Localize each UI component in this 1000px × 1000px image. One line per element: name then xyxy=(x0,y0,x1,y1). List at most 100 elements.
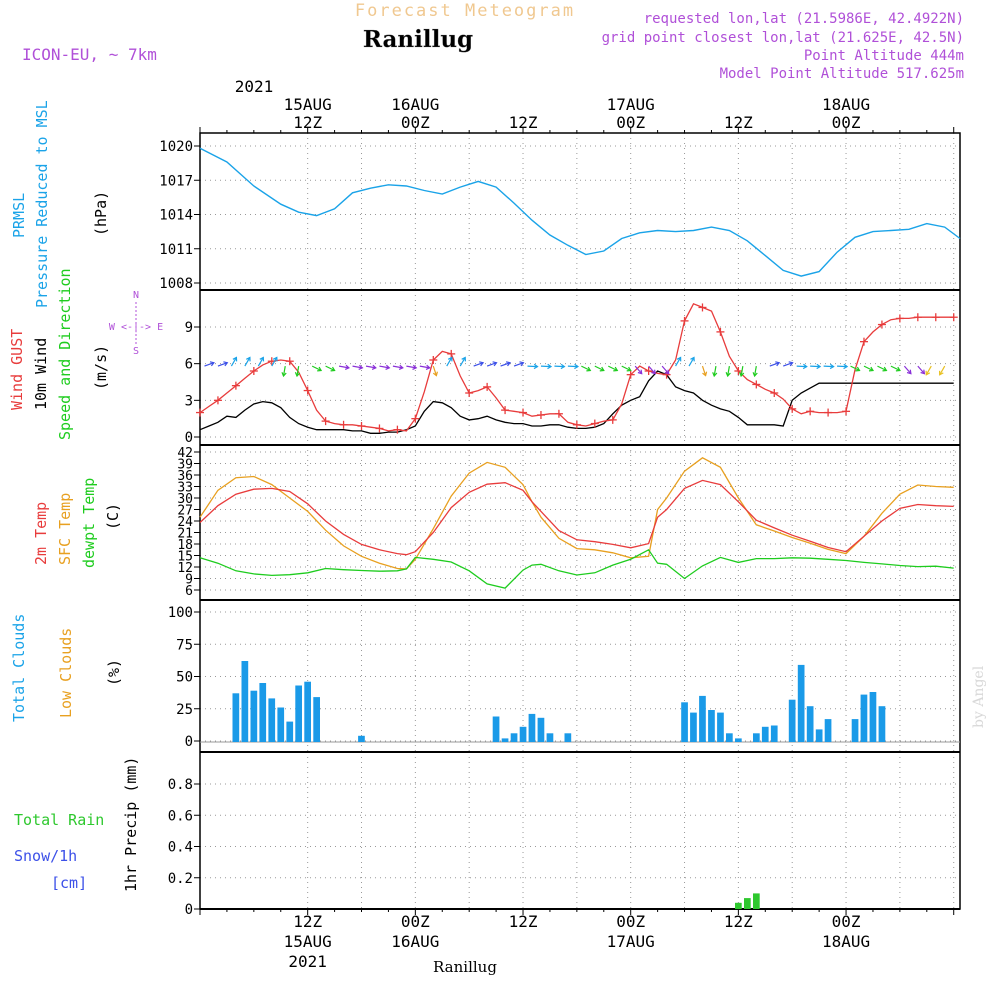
point-altitude: Point Altitude 444m xyxy=(804,48,964,64)
wind-direction-arrow xyxy=(338,365,350,369)
wind-arrow-head xyxy=(259,356,265,362)
cloud-bar xyxy=(537,717,545,742)
cloud-bar xyxy=(797,664,805,742)
wind-arrow-head xyxy=(802,363,808,370)
wind-arrow-head xyxy=(939,370,944,376)
wind-arrow-head xyxy=(479,361,485,367)
wind-arrow-head xyxy=(690,356,695,362)
x-tick-label-top: 12Z xyxy=(509,113,538,132)
dewpoint-line xyxy=(199,548,954,589)
wind-arrow-head xyxy=(725,372,731,378)
pressure-unit: (hPa) xyxy=(92,191,110,236)
y-tick-label: 0.4 xyxy=(168,840,193,856)
meteogram-title: Forecast Meteogram xyxy=(355,1,575,21)
wind-direction-arrow xyxy=(675,357,682,367)
x-tick-label-bottom: 15AUG xyxy=(284,932,332,951)
x-tick-label-top: 12Z xyxy=(293,113,322,132)
wind-direction-arrow xyxy=(925,365,932,376)
wind-arrow-head xyxy=(412,364,418,370)
y-tick-label: 1020 xyxy=(159,139,193,155)
wind-arrow-head xyxy=(868,366,875,372)
cloud-bar xyxy=(241,661,249,742)
wind-direction-arrow xyxy=(796,365,807,368)
wind-direction-arrow xyxy=(473,362,484,367)
wind-arrow-head xyxy=(739,372,745,378)
wind-direction-arrow xyxy=(753,366,757,377)
x-tick-label-bottom: 00Z xyxy=(616,912,645,931)
cloud-bar xyxy=(519,726,527,742)
wind-direction-arrow xyxy=(230,357,237,367)
y-tick-label: 18 xyxy=(177,538,193,553)
cloud-bar xyxy=(869,692,877,742)
wind-direction-arrow xyxy=(567,365,578,368)
wind-arrow-head xyxy=(775,361,781,367)
cloud-bar xyxy=(815,729,823,742)
cloud-bar xyxy=(699,695,706,742)
temp-label-2: SFC Temp xyxy=(56,493,74,565)
y-tick-label: 25 xyxy=(176,702,193,718)
wind-direction-arrow xyxy=(837,365,848,368)
wind-direction-arrow xyxy=(594,365,605,372)
footer-location: Ranillug xyxy=(433,958,497,976)
cloud-bar xyxy=(277,707,285,742)
wind-arrow-head xyxy=(702,371,708,377)
wind-arrow-head xyxy=(232,356,238,362)
wind-arrow-head xyxy=(843,363,849,370)
wind-arrow-head xyxy=(664,369,670,375)
wind-arrow-head xyxy=(586,366,592,372)
wind-arrow-head xyxy=(371,364,377,370)
wind-direction-arrow xyxy=(432,365,437,376)
cloud-bar xyxy=(824,719,832,742)
pressure-label-2: Pressure Reduced to MSL xyxy=(33,100,51,308)
cloud-bar xyxy=(286,721,294,742)
wind-direction-arrow xyxy=(217,362,228,367)
wind-arrow-head xyxy=(398,364,404,370)
wind-direction-arrow xyxy=(271,357,278,367)
cloud-bar xyxy=(681,702,688,742)
wind-direction-arrow xyxy=(204,362,215,367)
x-tick-label-bottom: 12Z xyxy=(509,912,538,931)
x-tick-label-top: 00Z xyxy=(616,113,645,132)
cloud-bar xyxy=(304,681,311,742)
cloud-bar xyxy=(510,733,518,742)
wind-direction-arrow xyxy=(727,366,730,377)
wind-direction-arrow xyxy=(446,357,453,367)
cloud-bar xyxy=(726,733,733,742)
y-tick-label: 0 xyxy=(185,902,193,918)
cloud-bar xyxy=(878,706,886,742)
cloud-bar xyxy=(806,706,814,742)
wind-arrow-head xyxy=(906,369,912,375)
wind-direction-arrow xyxy=(244,357,251,367)
credit-watermark: by Angel xyxy=(971,665,987,728)
y-tick-label: 30 xyxy=(177,492,193,507)
precip-unit: 1hr Precip (mm) xyxy=(122,757,140,892)
wind-arrow-head xyxy=(599,366,605,372)
wind-direction-arrow xyxy=(608,365,618,372)
wind-direction-arrow xyxy=(661,365,670,375)
wind-arrow-head xyxy=(637,369,643,375)
x-tick-label-bottom: 12Z xyxy=(293,912,322,931)
wind-direction-arrow xyxy=(939,365,946,376)
temp-label-3: dewpt Temp xyxy=(80,478,98,568)
temp-unit: (C) xyxy=(104,503,122,530)
y-tick-label: 39 xyxy=(177,458,193,473)
wind-arrow-head xyxy=(855,366,861,372)
year-label-top: 2021 xyxy=(235,77,274,96)
pressure-label-1: PRMSL xyxy=(10,193,28,238)
wind-arrow-head xyxy=(344,364,350,370)
wind-arrow-head xyxy=(281,372,287,378)
rain-bar xyxy=(735,902,742,910)
wind-label-2: 10m Wind xyxy=(32,338,50,410)
y-tick-label: 12 xyxy=(177,561,193,576)
clouds-label-1: Total Clouds xyxy=(10,614,28,722)
wind-direction-arrow xyxy=(500,362,511,367)
x-tick-label-top: 16AUG xyxy=(391,95,439,114)
wind-direction-arrow xyxy=(890,365,901,372)
wind-direction-arrow xyxy=(352,365,363,369)
cloud-bar xyxy=(753,733,760,742)
y-tick-label: 1008 xyxy=(159,276,193,292)
wind-arrow-head xyxy=(752,372,758,378)
wind-direction-arrow xyxy=(379,365,390,369)
y-tick-label: 75 xyxy=(176,637,193,653)
